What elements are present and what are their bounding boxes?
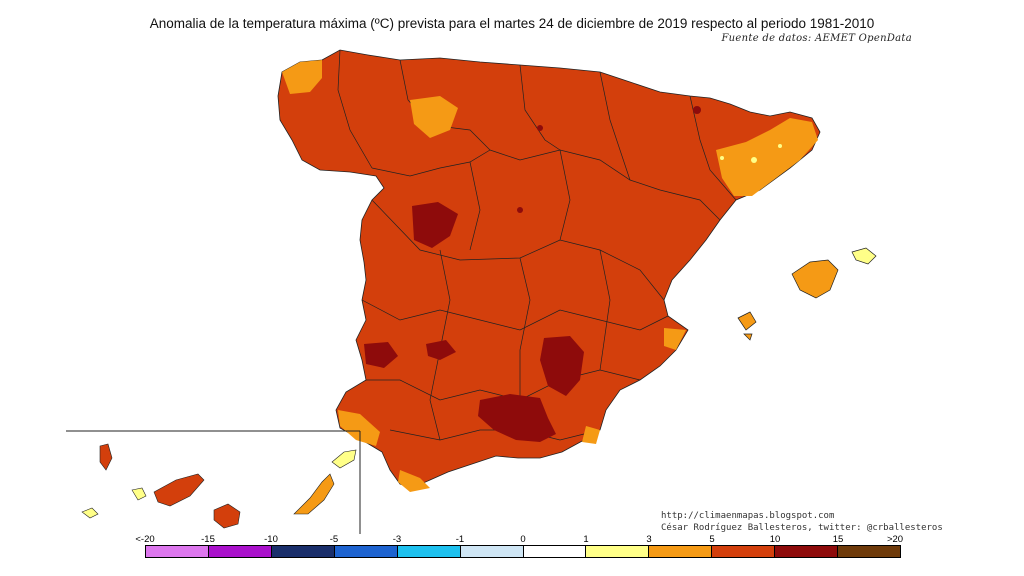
map-title: Anomalia de la temperatura máxima (ºC) p… bbox=[149, 16, 875, 31]
anomaly-3-5-areas bbox=[282, 60, 818, 492]
legend-swatches bbox=[145, 545, 901, 558]
anomaly-10-15-areas bbox=[364, 106, 701, 442]
island-lanzarote bbox=[331, 449, 357, 469]
island-la-gomera bbox=[131, 487, 147, 501]
legend-swatch bbox=[775, 546, 839, 557]
island-gran-canaria bbox=[213, 503, 241, 529]
legend-label: -3 bbox=[392, 534, 402, 545]
credits-url: http://climaenmapas.blogspot.com bbox=[661, 511, 835, 521]
legend-swatch bbox=[460, 546, 524, 557]
credits: http://climaenmapas.blogspot.com César R… bbox=[661, 510, 943, 534]
legend-label: -1 bbox=[455, 534, 465, 545]
island-tenerife bbox=[153, 473, 205, 507]
region-borders bbox=[337, 49, 737, 441]
legend-swatch bbox=[712, 546, 776, 557]
legend-swatch bbox=[208, 546, 272, 557]
legend-label: 5 bbox=[709, 534, 715, 545]
island-la-palma bbox=[99, 443, 113, 471]
legend-label: <-20 bbox=[135, 534, 155, 545]
legend-label: 3 bbox=[646, 534, 652, 545]
legend-label: 15 bbox=[832, 534, 844, 545]
legend-swatch bbox=[586, 546, 650, 557]
region-balearic-islands bbox=[737, 247, 877, 341]
color-legend: <-20 -15 -10 -5 -3 -1 0 1 3 5 10 15 >20 bbox=[135, 534, 904, 560]
legend-label: 10 bbox=[769, 534, 781, 545]
canary-islands-inset bbox=[66, 430, 361, 534]
legend-label: -5 bbox=[329, 534, 339, 545]
data-source-note: Fuente de datos: AEMET OpenData bbox=[721, 33, 912, 44]
region-mainland-spain bbox=[277, 49, 821, 489]
island-menorca bbox=[851, 247, 877, 265]
legend-swatch bbox=[838, 546, 901, 557]
legend-label: -15 bbox=[201, 534, 215, 545]
legend-swatch bbox=[649, 546, 713, 557]
legend-swatch bbox=[523, 546, 587, 557]
credits-author: César Rodríguez Ballesteros, twitter: @c… bbox=[661, 523, 943, 533]
island-el-hierro bbox=[81, 507, 99, 519]
legend-label: -10 bbox=[264, 534, 278, 545]
island-fuerteventura bbox=[293, 473, 335, 515]
anomaly-1-3-spots bbox=[720, 144, 782, 163]
legend-swatch bbox=[146, 546, 209, 557]
island-formentera bbox=[743, 333, 753, 341]
legend-swatch bbox=[334, 546, 398, 557]
island-mallorca bbox=[791, 259, 839, 299]
legend-label: 0 bbox=[520, 534, 526, 545]
legend-swatch bbox=[271, 546, 335, 557]
legend-label: 1 bbox=[583, 534, 589, 545]
legend-swatch bbox=[397, 546, 461, 557]
legend-label: >20 bbox=[886, 534, 904, 545]
island-ibiza bbox=[737, 311, 757, 331]
